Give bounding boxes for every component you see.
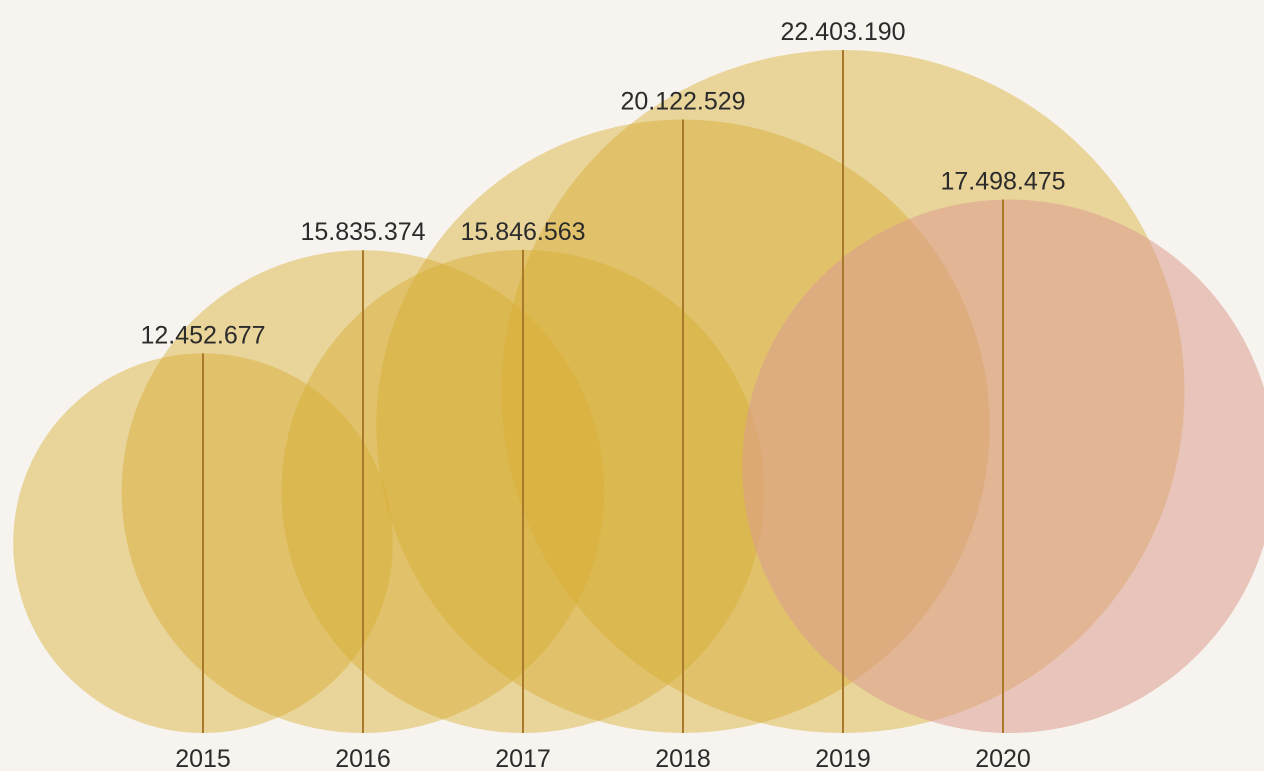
year-label-2017: 2017: [495, 745, 551, 771]
bubbles-layer: [13, 50, 1264, 734]
year-label-2018: 2018: [655, 745, 711, 771]
year-label-2019: 2019: [815, 745, 871, 771]
value-label-2020: 17.498.475: [940, 168, 1065, 196]
year-label-2020: 2020: [975, 745, 1031, 771]
value-label-2016: 15.835.374: [300, 218, 425, 246]
value-label-2015: 12.452.677: [140, 321, 265, 349]
year-label-2015: 2015: [175, 745, 231, 771]
labels-layer: 12.452.677 2015 15.835.374 2016 15.846.563 20…: [140, 18, 1065, 771]
value-label-2018: 20.122.529: [620, 88, 745, 116]
value-label-2017: 15.846.563: [460, 218, 585, 246]
stems-layer: [202, 50, 1004, 733]
value-label-2019: 22.403.190: [780, 18, 905, 46]
year-label-2016: 2016: [335, 745, 391, 771]
